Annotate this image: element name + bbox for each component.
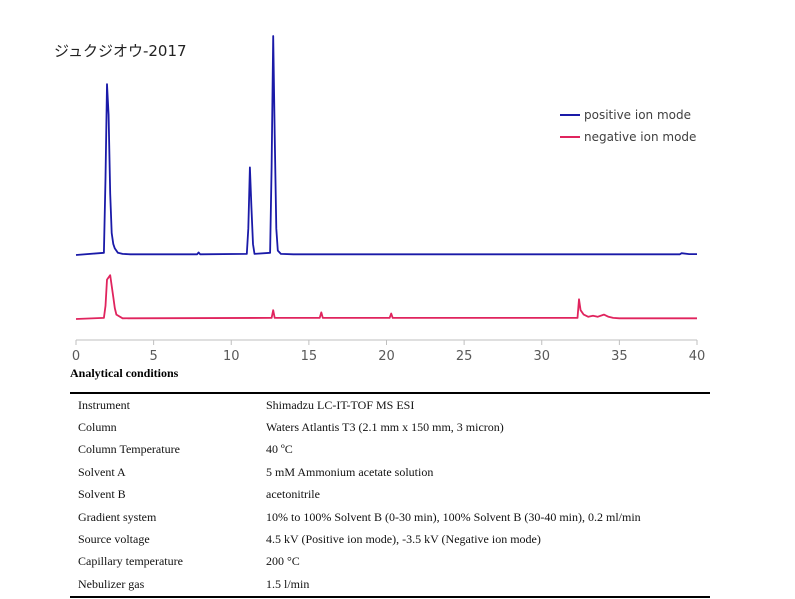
condition-value: 200 °C bbox=[266, 554, 300, 569]
table-row: Nebulizer gas 1.5 l/min bbox=[70, 573, 710, 596]
x-tick-label: 30 bbox=[533, 349, 550, 364]
condition-value: 40 ºC bbox=[266, 442, 293, 457]
table-row: Source voltage 4.5 kV (Positive ion mode)… bbox=[70, 528, 710, 550]
conditions-table: Instrument Shimadzu LC-IT-TOF MS ESI Colum… bbox=[70, 392, 710, 598]
x-tick-label: 25 bbox=[456, 349, 473, 364]
x-tick-label: 35 bbox=[611, 349, 628, 364]
x-axis: 0 5 10 15 20 25 30 35 40 bbox=[72, 339, 706, 364]
plot-area bbox=[75, 35, 697, 320]
chart-title: ジュクジオウ-2017 bbox=[54, 42, 187, 60]
condition-label: Gradient system bbox=[78, 509, 157, 524]
condition-label: Nebulizer gas bbox=[78, 576, 145, 591]
x-tick-label: 0 bbox=[72, 349, 80, 364]
legend: positive ion mode negative ion mode bbox=[560, 108, 696, 144]
x-tick-label: 10 bbox=[223, 349, 240, 364]
x-tick-label: 20 bbox=[378, 349, 395, 364]
x-tick-label: 40 bbox=[689, 349, 706, 364]
legend-label-positive: positive ion mode bbox=[584, 108, 691, 122]
condition-value: Shimadzu LC-IT-TOF MS ESI bbox=[266, 397, 415, 412]
condition-label: Instrument bbox=[78, 397, 130, 412]
table-row: Gradient system 10% to 100% Solvent B (0-… bbox=[70, 506, 710, 528]
series-positive-ion-mode bbox=[75, 35, 697, 256]
table-row: Column Waters Atlantis T3 (2.1 mm x 150 m… bbox=[70, 416, 710, 438]
table-row: Solvent A 5 mM Ammonium acetate solution bbox=[70, 461, 710, 483]
condition-value: 4.5 kV (Positive ion mode), -3.5 kV (Neg… bbox=[266, 532, 541, 547]
condition-label: Capillary temperature bbox=[78, 554, 183, 569]
condition-value: 10% to 100% Solvent B (0-30 min), 100% S… bbox=[266, 509, 641, 524]
conditions-heading: Analytical conditions bbox=[70, 366, 179, 380]
condition-value: 1.5 l/min bbox=[266, 576, 310, 591]
series-negative-ion-mode bbox=[75, 274, 697, 320]
table-row: Capillary temperature 200 °C bbox=[70, 551, 710, 573]
table-row: Solvent B acetonitrile bbox=[70, 484, 710, 506]
x-tick-label: 5 bbox=[149, 349, 157, 364]
condition-label: Solvent B bbox=[78, 487, 126, 502]
chromatogram-chart: 0 5 10 15 20 25 30 35 40 positive ion mode negat… bbox=[72, 35, 706, 364]
condition-value: 5 mM Ammonium acetate solution bbox=[266, 464, 434, 479]
table-row: Column Temperature 40 ºC bbox=[70, 439, 710, 461]
condition-label: Source voltage bbox=[78, 532, 150, 547]
condition-label: Column Temperature bbox=[78, 442, 180, 457]
condition-label: Column bbox=[78, 420, 117, 435]
legend-label-negative: negative ion mode bbox=[584, 130, 696, 144]
condition-value: acetonitrile bbox=[266, 487, 320, 502]
condition-label: Solvent A bbox=[78, 464, 126, 479]
condition-value: Waters Atlantis T3 (2.1 mm x 150 mm, 3 m… bbox=[266, 420, 504, 435]
x-tick-label: 15 bbox=[301, 349, 318, 364]
table-row: Instrument Shimadzu LC-IT-TOF MS ESI bbox=[70, 393, 710, 416]
